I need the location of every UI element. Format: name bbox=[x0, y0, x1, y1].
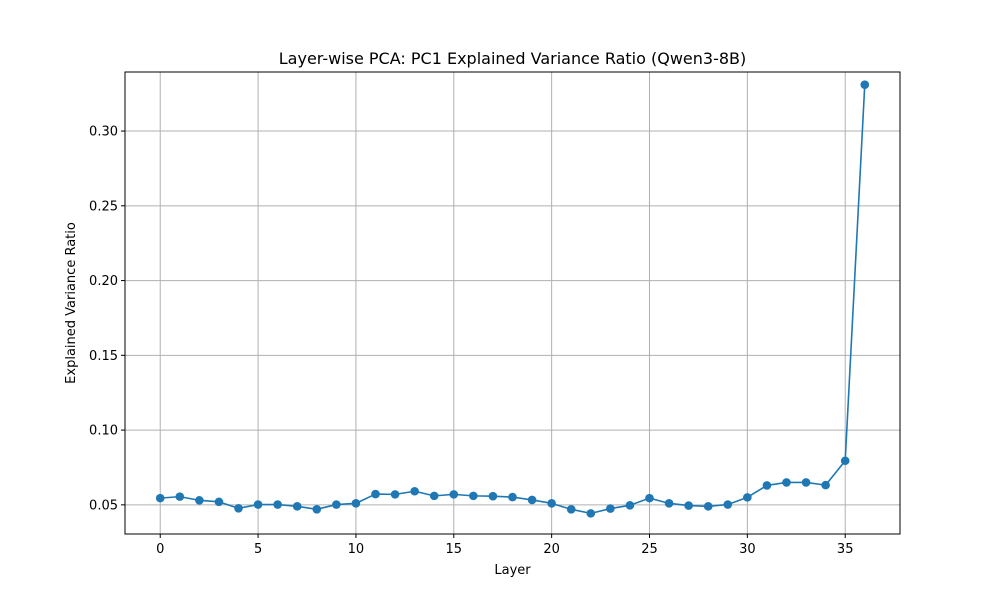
data-point bbox=[253, 500, 263, 509]
data-point bbox=[586, 509, 596, 518]
y-tick-label: 0.30 bbox=[89, 125, 118, 140]
x-tick-label: 15 bbox=[446, 542, 463, 557]
y-axis-label: Explained Variance Ratio bbox=[64, 222, 79, 384]
x-tick-label: 5 bbox=[254, 542, 262, 557]
y-axis-ticks: 0.05 0.10 0.15 0.20 0.25 0.30 bbox=[89, 125, 125, 513]
data-point bbox=[527, 495, 537, 505]
data-point bbox=[332, 500, 341, 509]
x-axis-ticks: 0 5 10 15 20 25 30 35 bbox=[156, 534, 853, 557]
data-point bbox=[175, 492, 185, 501]
data-point bbox=[449, 490, 459, 499]
plot-frame bbox=[124, 71, 901, 535]
data-point bbox=[371, 489, 380, 499]
x-tick-label: 10 bbox=[348, 542, 365, 557]
data-point bbox=[429, 491, 439, 501]
data-point bbox=[723, 500, 733, 509]
data-point bbox=[508, 492, 517, 502]
x-tick-label: 25 bbox=[641, 542, 658, 557]
y-tick-label: 0.10 bbox=[89, 424, 118, 439]
data-point bbox=[155, 493, 165, 503]
data-point bbox=[351, 499, 361, 508]
data-point bbox=[703, 502, 713, 511]
x-axis-label: Layer bbox=[494, 563, 531, 578]
data-point bbox=[782, 478, 791, 487]
data-point bbox=[469, 491, 478, 501]
data-point bbox=[214, 497, 224, 507]
data-point bbox=[821, 480, 830, 490]
y-tick-label: 0.15 bbox=[89, 349, 118, 364]
data-points bbox=[155, 80, 870, 518]
data-point bbox=[684, 501, 693, 510]
data-point bbox=[488, 491, 498, 501]
data-point bbox=[234, 503, 243, 513]
x-tick-label: 30 bbox=[739, 542, 756, 557]
y-tick-label: 0.05 bbox=[89, 498, 118, 513]
x-tick-label: 35 bbox=[837, 542, 854, 557]
data-point bbox=[312, 505, 322, 514]
x-tick-label: 20 bbox=[543, 542, 560, 557]
data-point bbox=[547, 499, 556, 508]
data-point bbox=[762, 481, 772, 490]
data-point bbox=[860, 80, 870, 90]
data-point bbox=[645, 493, 654, 503]
chart-title: Layer-wise PCA: PC1 Explained Variance R… bbox=[279, 49, 746, 68]
data-point bbox=[664, 499, 674, 508]
data-point bbox=[292, 502, 302, 511]
data-point bbox=[273, 500, 282, 509]
y-tick-label: 0.25 bbox=[89, 199, 118, 214]
grid bbox=[125, 72, 900, 534]
y-tick-label: 0.20 bbox=[89, 274, 118, 289]
data-point bbox=[410, 486, 419, 496]
data-point bbox=[625, 500, 635, 510]
data-point bbox=[743, 493, 752, 502]
data-point bbox=[606, 504, 615, 513]
data-point bbox=[566, 505, 576, 514]
data-point bbox=[840, 456, 850, 466]
data-point bbox=[801, 478, 811, 487]
data-point bbox=[195, 496, 204, 505]
data-point bbox=[390, 490, 400, 499]
x-tick-label: 0 bbox=[156, 542, 164, 557]
